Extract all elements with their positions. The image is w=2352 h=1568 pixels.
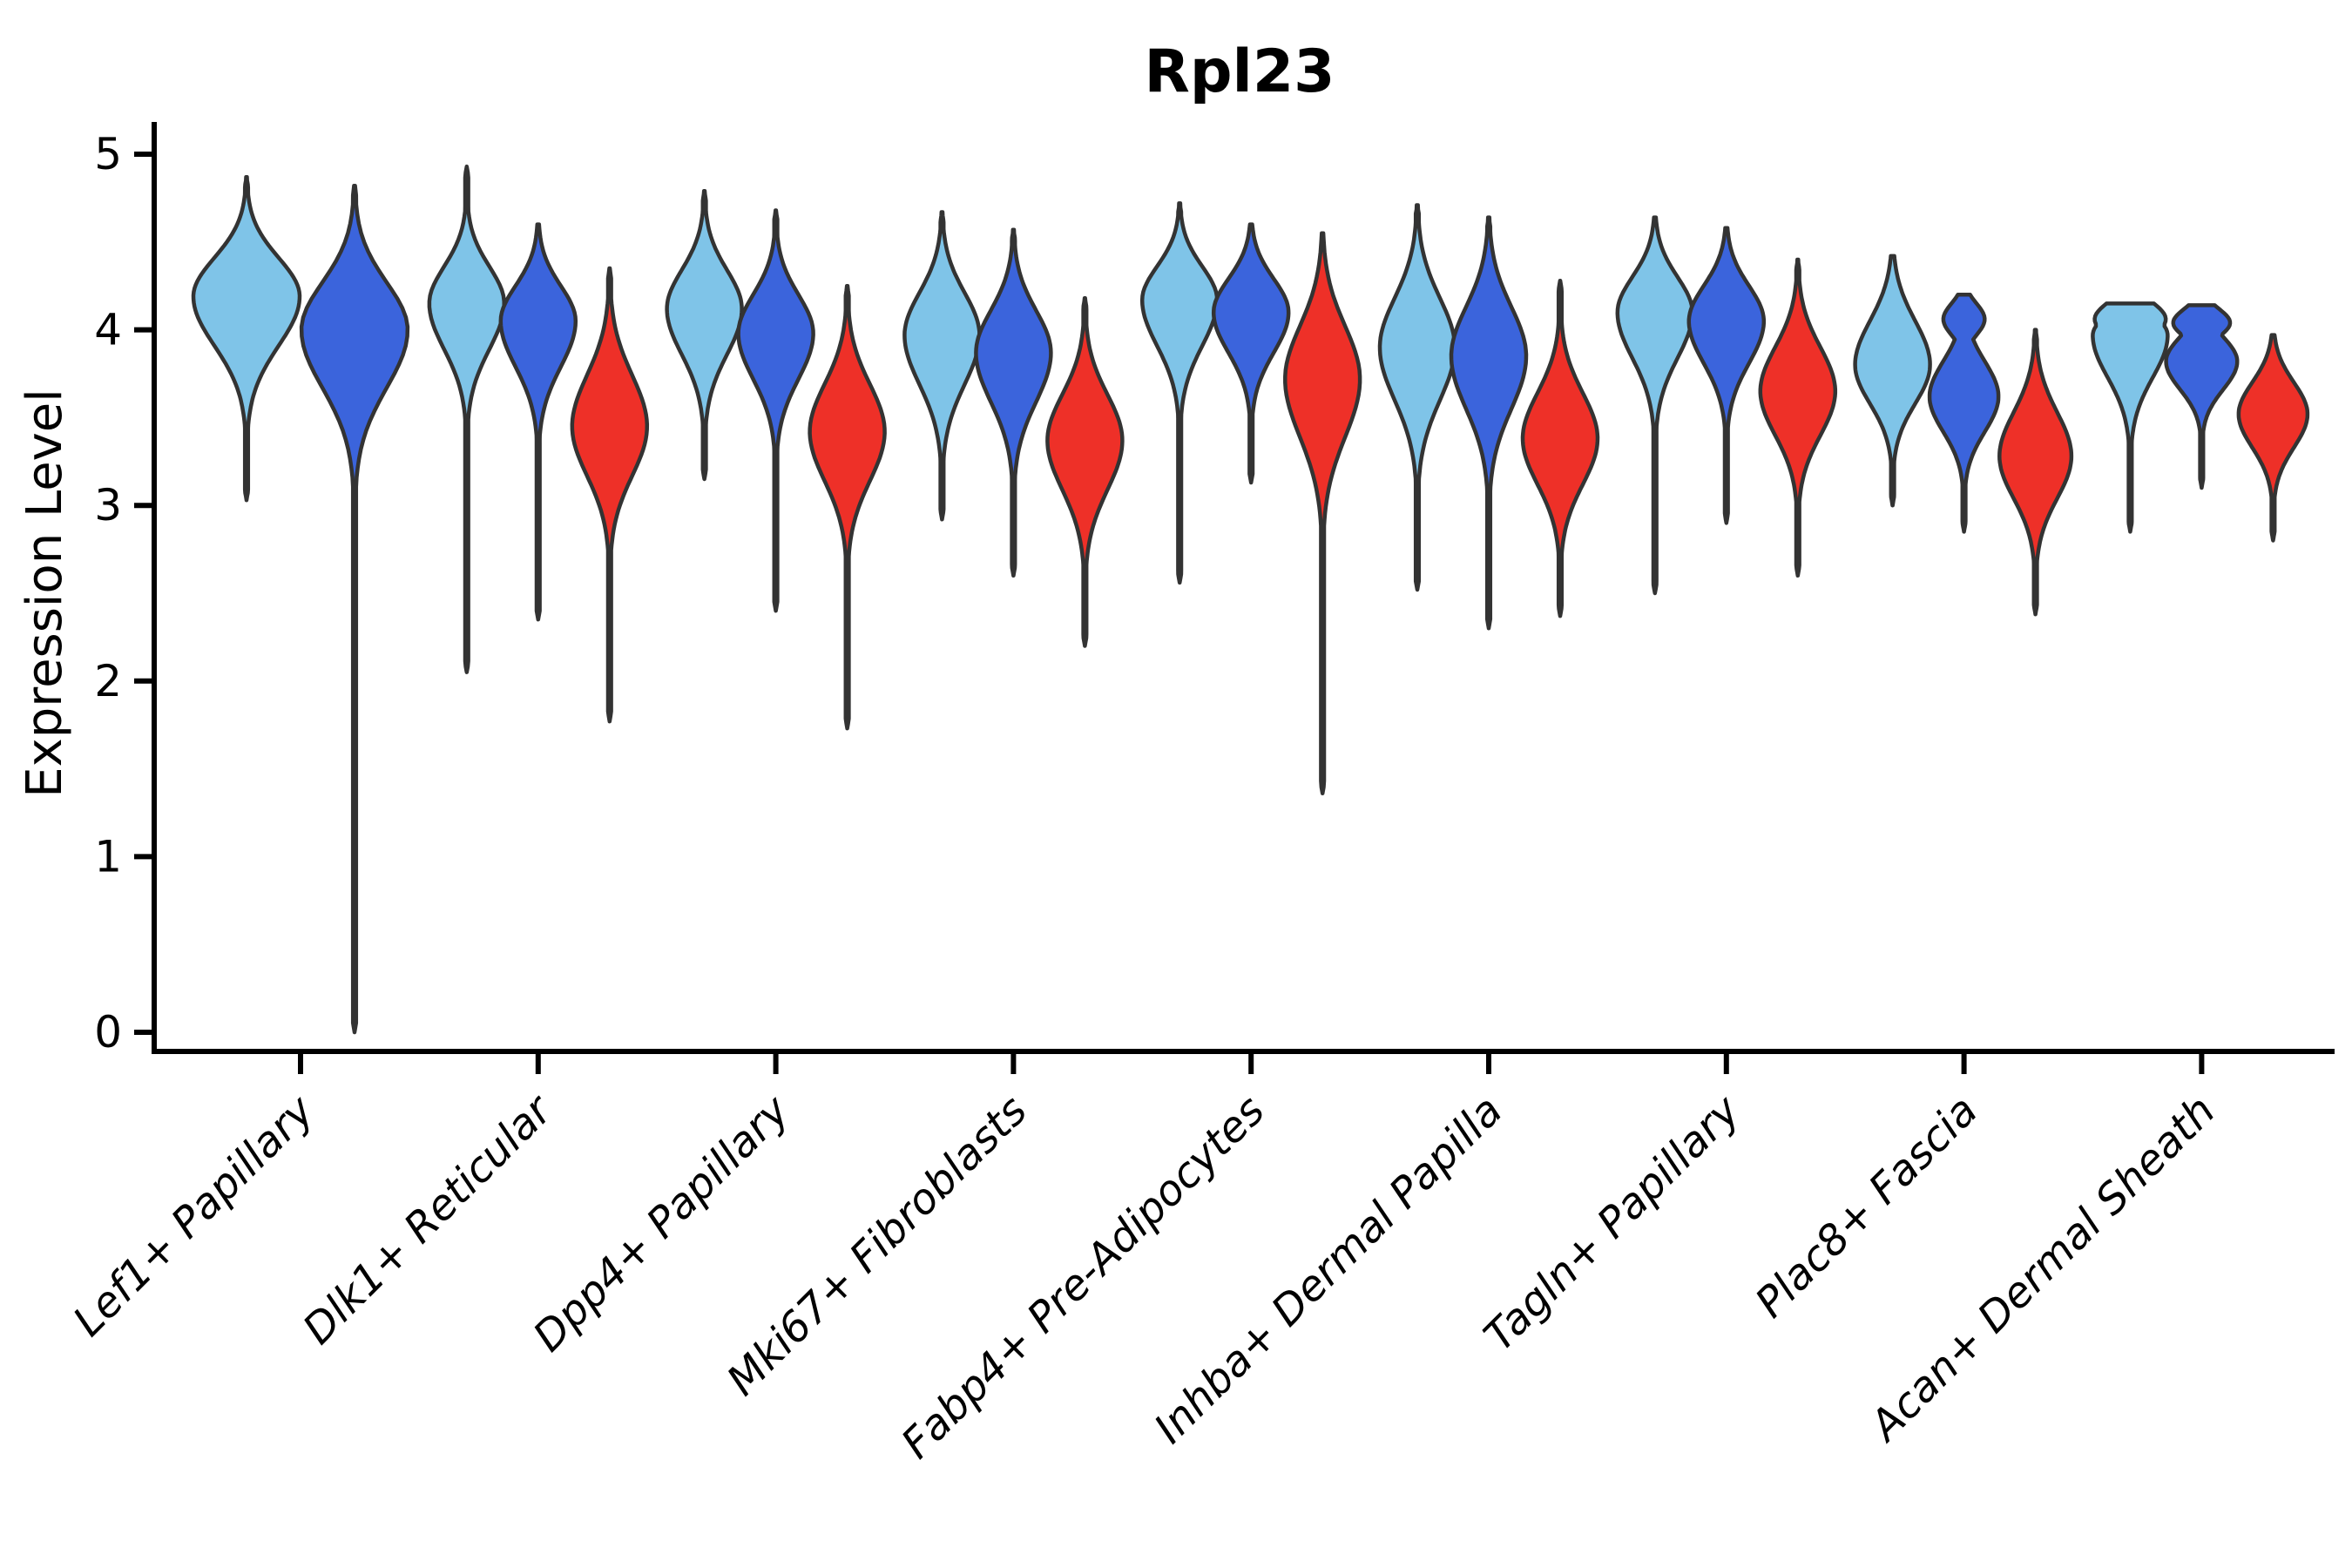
violin-plac8-fascia-lightblue xyxy=(1853,253,1932,508)
x-tick-label: Dpp4+ Papillary xyxy=(524,1085,799,1361)
violin-mki67-fibroblasts-red xyxy=(1045,296,1125,648)
y-tick-label: 5 xyxy=(94,129,122,179)
violin-mki67-fibroblasts-darkblue xyxy=(974,227,1053,578)
violin-dlk1-reticular-darkblue xyxy=(498,222,578,622)
y-tick-label: 2 xyxy=(94,656,122,706)
violin-dpp4-papillary-red xyxy=(808,283,887,731)
axes: 0 1 2 3 4 5 xyxy=(94,122,2335,1074)
violin-mki67-fibroblasts-lightblue xyxy=(902,210,982,522)
y-tick-label: 4 xyxy=(94,305,122,355)
violin-dpp4-papillary-lightblue xyxy=(665,189,744,482)
y-tick-label: 1 xyxy=(94,831,122,882)
violin-fabp4-pre-adipocytes-red xyxy=(1283,231,1362,796)
violin-tagln-papillary-lightblue xyxy=(1615,215,1695,596)
violin-tagln-papillary-red xyxy=(1758,257,1838,578)
violin-inhba-dermal-papilla-darkblue xyxy=(1449,215,1529,631)
violin-acan-dermal-sheath-red xyxy=(2236,333,2310,543)
violin-lef1-papillary-darkblue xyxy=(299,184,410,1035)
violin-lef1-papillary-lightblue xyxy=(191,174,302,503)
violin-acan-dermal-sheath-lightblue xyxy=(2091,301,2170,534)
violin-inhba-dermal-papilla-lightblue xyxy=(1377,203,1457,592)
x-tick-label: Lef1+ Papillary xyxy=(64,1085,324,1346)
violin-dlk1-reticular-lightblue xyxy=(427,164,506,674)
violin-tagln-papillary-darkblue xyxy=(1686,226,1767,525)
x-tick-label: Dlk1+ Reticular xyxy=(294,1085,564,1355)
violin-inhba-dermal-papilla-red xyxy=(1520,278,1600,618)
violin-plac8-fascia-darkblue xyxy=(1927,293,2001,534)
y-tick-label: 0 xyxy=(94,1007,122,1058)
x-tick-label: Tagln+ Papillary xyxy=(1475,1085,1750,1361)
y-tick-label: 3 xyxy=(94,480,122,531)
violin-dpp4-papillary-darkblue xyxy=(736,208,815,613)
violin-plac8-fascia-red xyxy=(1997,328,2074,617)
violin-fabp4-pre-adipocytes-darkblue xyxy=(1211,222,1291,485)
violin-dlk1-reticular-red xyxy=(570,266,650,724)
x-tick-label: Plac8+ Fascia xyxy=(1746,1086,1987,1328)
violin-fabp4-pre-adipocytes-lightblue xyxy=(1139,201,1220,585)
chart-title: Rpl23 xyxy=(1145,37,1335,106)
violin-acan-dermal-sheath-darkblue xyxy=(2164,303,2240,490)
y-axis-label: Expression Level xyxy=(17,389,73,798)
violins-layer xyxy=(191,164,2310,1035)
